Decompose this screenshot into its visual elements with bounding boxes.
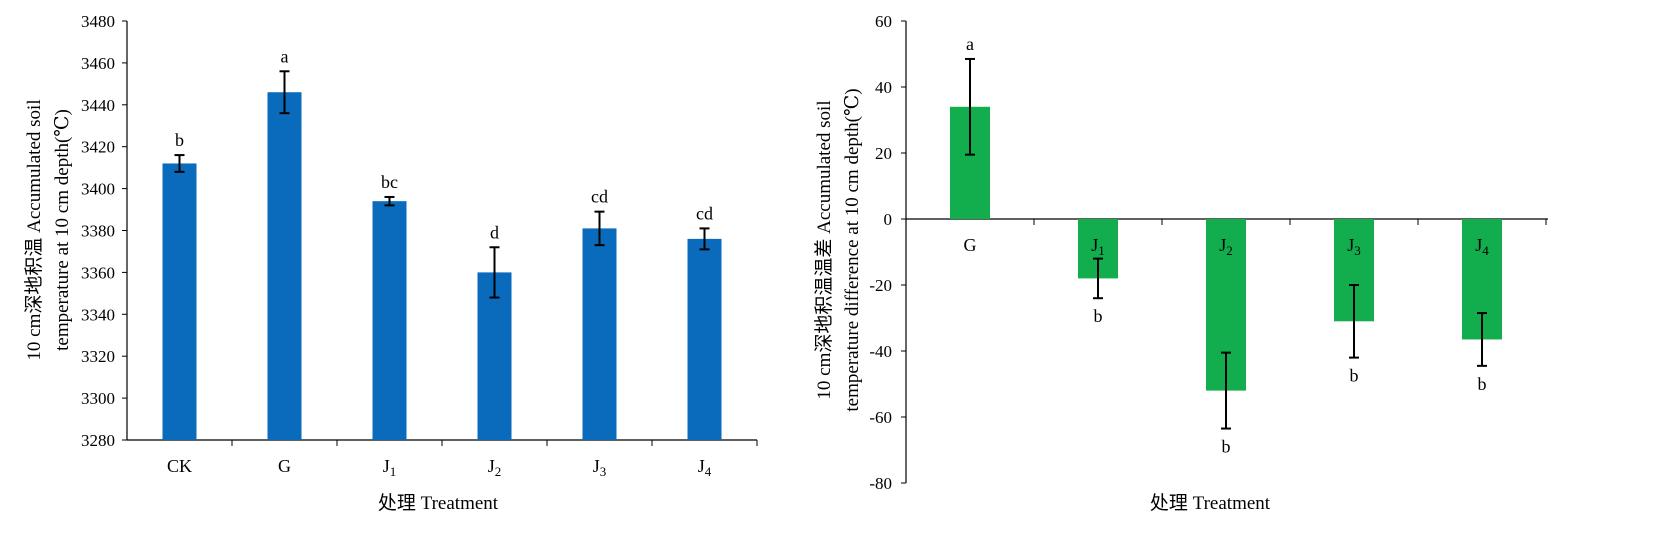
x-tick-label: CK xyxy=(167,456,192,476)
y-tick-label: 3280 xyxy=(81,431,115,450)
chart-right-temperature-difference: -80 -60 -40 -20 0 20 40 60 a Gb J1 b J2 b J3 b J4 处理 Trea… xyxy=(813,12,1548,514)
significance-label: cd xyxy=(696,203,713,223)
y-tick-label: 60 xyxy=(875,12,892,31)
y-tick-label: -40 xyxy=(869,342,892,361)
bar xyxy=(162,163,197,440)
bar xyxy=(582,228,617,440)
x-tick-label: J1 xyxy=(383,456,397,479)
x-tick-label: J1 xyxy=(1091,235,1105,258)
y-tick-label: -20 xyxy=(869,276,892,295)
x-tick-label: J2 xyxy=(1219,235,1233,258)
y-axis-title-line: 10 cm深地积温 Accumulated soil xyxy=(23,99,45,360)
x-axis-title: 处理 Treatment xyxy=(378,492,499,514)
y-tick-label: 3400 xyxy=(81,180,115,199)
bar xyxy=(267,92,302,440)
y-tick-label: 3380 xyxy=(81,222,115,241)
significance-label: b xyxy=(175,130,184,150)
y-tick-label: 20 xyxy=(875,144,892,163)
x-tick-label: J3 xyxy=(1347,235,1361,258)
significance-label: d xyxy=(490,222,499,242)
y-tick-label: 40 xyxy=(875,78,892,97)
x-tick-label: G xyxy=(964,235,977,255)
y-tick-label: 3340 xyxy=(81,305,115,324)
chart-left-accumulated-temperature: 3280 3300 3320 3340 3360 3380 3400 3420 3440 3460… xyxy=(23,12,758,514)
y-tick-label: 3460 xyxy=(81,54,115,73)
significance-label: b xyxy=(1222,437,1231,457)
x-axis-title: 处理 Treatment xyxy=(1150,492,1271,514)
significance-label: a xyxy=(281,46,289,66)
significance-label: bc xyxy=(381,172,398,192)
significance-label: cd xyxy=(591,187,608,207)
y-axis-title-line: 10 cm深地积温温差 Accumulated soil xyxy=(813,100,835,399)
y-tick-label: 3480 xyxy=(81,12,115,31)
y-tick-label: 3420 xyxy=(81,138,115,157)
y-tick-label: 3360 xyxy=(81,263,115,282)
bar xyxy=(687,238,722,440)
significance-label: a xyxy=(966,34,974,54)
x-tick-label: G xyxy=(278,456,291,476)
y-tick-label: -60 xyxy=(869,408,892,427)
y-tick-label: 0 xyxy=(884,210,893,229)
x-tick-label: J2 xyxy=(488,456,502,479)
x-tick-label: J3 xyxy=(593,456,607,479)
x-tick-label: J4 xyxy=(698,456,712,479)
y-tick-label: 3320 xyxy=(81,347,115,366)
bar xyxy=(372,201,407,440)
y-tick-label: 3440 xyxy=(81,96,115,115)
significance-label: b xyxy=(1478,374,1487,394)
significance-label: b xyxy=(1094,306,1103,326)
y-tick-label: 3300 xyxy=(81,389,115,408)
significance-label: b xyxy=(1350,366,1359,386)
y-axis-title-line: temperature difference at 10 cm depth(℃) xyxy=(842,88,863,411)
y-axis-title-line: temperature at 10 cm depth(℃) xyxy=(52,109,73,351)
y-tick-label: -80 xyxy=(869,474,892,493)
x-tick-label: J4 xyxy=(1475,235,1489,258)
bar xyxy=(477,272,512,440)
